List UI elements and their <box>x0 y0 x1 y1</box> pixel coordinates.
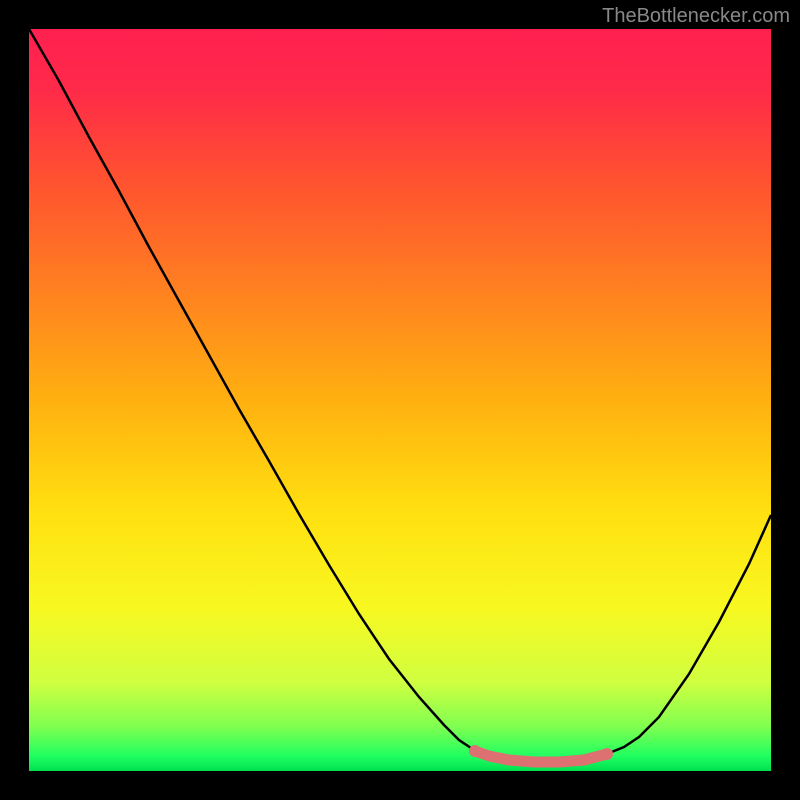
chart-svg <box>29 29 771 771</box>
watermark-text: TheBottlenecker.com <box>602 5 790 28</box>
chart-background <box>29 29 771 771</box>
chart-plot-area <box>29 29 771 771</box>
